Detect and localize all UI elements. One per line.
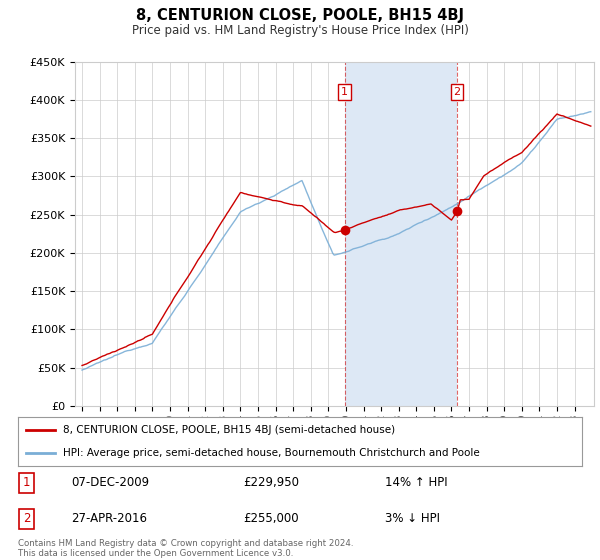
Text: 14% ↑ HPI: 14% ↑ HPI <box>385 477 447 489</box>
Bar <box>345 62 457 406</box>
Text: £229,950: £229,950 <box>244 477 299 489</box>
Text: 3% ↓ HPI: 3% ↓ HPI <box>385 512 440 525</box>
Text: £255,000: £255,000 <box>244 512 299 525</box>
Text: 27-APR-2016: 27-APR-2016 <box>71 512 148 525</box>
Text: 1: 1 <box>341 87 348 97</box>
Text: 8, CENTURION CLOSE, POOLE, BH15 4BJ: 8, CENTURION CLOSE, POOLE, BH15 4BJ <box>136 8 464 24</box>
Text: HPI: Average price, semi-detached house, Bournemouth Christchurch and Poole: HPI: Average price, semi-detached house,… <box>63 447 480 458</box>
Text: Contains HM Land Registry data © Crown copyright and database right 2024.
This d: Contains HM Land Registry data © Crown c… <box>18 539 353 558</box>
Text: Price paid vs. HM Land Registry's House Price Index (HPI): Price paid vs. HM Land Registry's House … <box>131 24 469 37</box>
Text: 2: 2 <box>454 87 461 97</box>
Text: 1: 1 <box>23 477 30 489</box>
Text: 8, CENTURION CLOSE, POOLE, BH15 4BJ (semi-detached house): 8, CENTURION CLOSE, POOLE, BH15 4BJ (sem… <box>63 425 395 435</box>
Text: 2: 2 <box>23 512 30 525</box>
Text: 07-DEC-2009: 07-DEC-2009 <box>71 477 150 489</box>
